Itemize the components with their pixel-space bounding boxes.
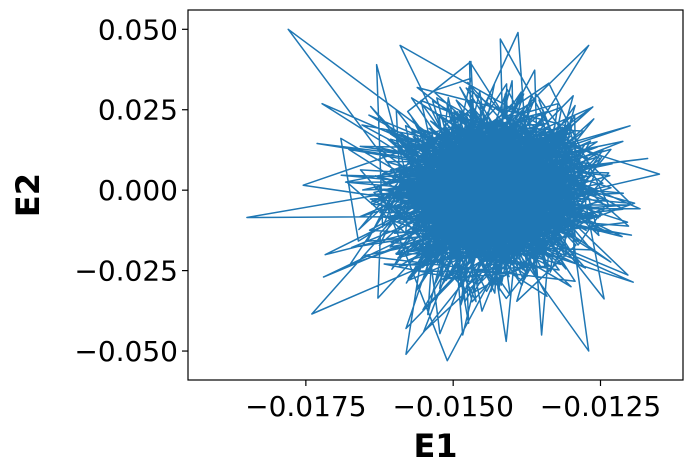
plot-frame: [187, 9, 684, 381]
y-tick-label: 0.050: [98, 13, 178, 46]
x-axis-label: E1: [413, 427, 457, 465]
x-tick-label: −0.0175: [245, 390, 366, 423]
series-layer: [246, 28, 661, 362]
y-axis-label: E2: [9, 173, 47, 217]
y-axis: −0.050 −0.025 0.000 0.025 0.050: [74, 13, 188, 368]
x-tick-label: −0.0150: [392, 390, 513, 423]
x-tick-label: −0.0125: [540, 390, 661, 423]
y-tick-label: −0.050: [74, 335, 178, 368]
y-tick-label: −0.025: [74, 255, 178, 288]
series-line: [246, 28, 661, 362]
x-axis: −0.0175 −0.0150 −0.0125: [245, 380, 661, 423]
y-tick-label: 0.000: [98, 174, 178, 207]
plot-area: [187, 9, 684, 381]
y-tick-label: 0.025: [98, 94, 178, 127]
